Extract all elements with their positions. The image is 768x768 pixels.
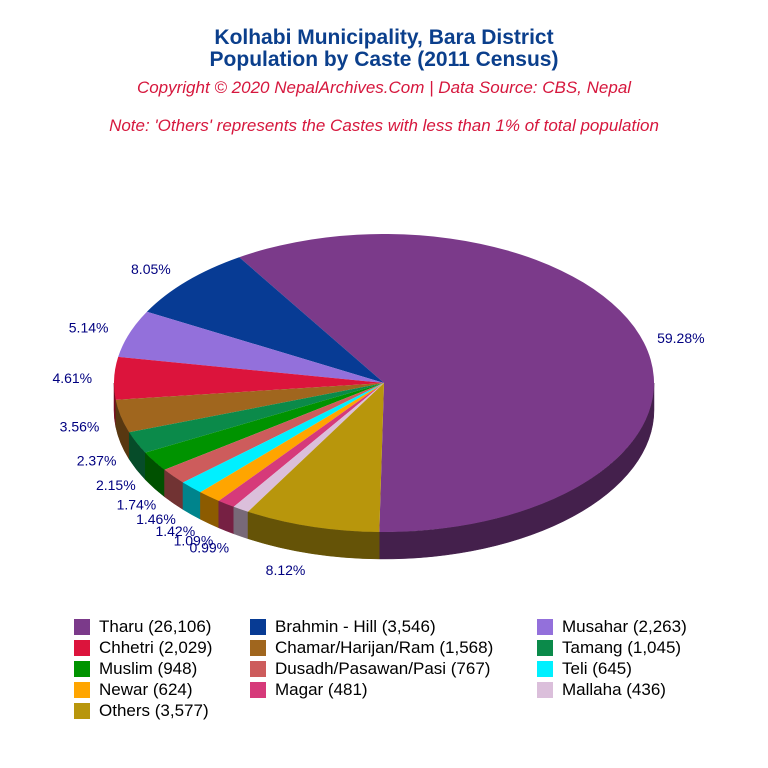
data-label: 8.12% [266, 562, 306, 578]
legend-swatch [250, 661, 266, 677]
legend-label: Tharu (26,106) [99, 617, 212, 636]
data-label: 8.05% [131, 261, 171, 277]
legend-item: Teli (645) [537, 659, 754, 679]
pie-slice-teli [182, 383, 384, 493]
legend-label: Brahmin - Hill (3,546) [275, 617, 436, 636]
data-label: 4.61% [52, 370, 92, 386]
pie-slice-magar [218, 383, 384, 507]
legend: Tharu (26,106) Brahmin - Hill (3,546) Mu… [74, 617, 754, 721]
pie-chart: 59.28% 8.05% 5.14% 4.61% 3.56% 2.37% 2.15% 1.74… [52, 233, 705, 578]
pie-slice-chamar-harijan-ram [115, 383, 384, 433]
legend-label: Chhetri (2,029) [99, 638, 213, 657]
legend-swatch [250, 640, 266, 656]
legend-label: Dusadh/Pasawan/Pasi (767) [275, 659, 491, 678]
pie-slice-mallaha [233, 383, 384, 512]
legend-item: Brahmin - Hill (3,546) [250, 617, 537, 637]
legend-swatch [74, 640, 90, 656]
pie-slice-tharu [239, 233, 654, 532]
legend-swatch [537, 619, 553, 635]
pie-slice-tamang [129, 383, 384, 453]
data-label: 5.14% [69, 320, 109, 336]
legend-item: Mallaha (436) [537, 680, 754, 700]
pie-side-mallaha [233, 506, 249, 540]
legend-swatch [537, 661, 553, 677]
data-label: 1.09% [174, 532, 214, 548]
legend-swatch [537, 640, 553, 656]
pie-slice-chhetri [113, 356, 384, 400]
copyright-note: Copyright © 2020 NepalArchives.Com | Dat… [136, 78, 632, 97]
pie-slice-brahmin-hill [146, 257, 384, 383]
data-label: 2.37% [77, 453, 117, 469]
legend-item: Dusadh/Pasawan/Pasi (767) [250, 659, 537, 679]
legend-item: Others (3,577) [74, 701, 250, 721]
chart-title-line2: Population by Caste (2011 Census) [209, 48, 559, 71]
data-label: 0.99% [189, 539, 229, 555]
legend-item: Chhetri (2,029) [74, 638, 250, 658]
legend-label: Newar (624) [99, 680, 193, 699]
legend-item: Musahar (2,263) [537, 617, 754, 637]
legend-item: Tharu (26,106) [74, 617, 250, 637]
legend-swatch [74, 682, 90, 698]
legend-label: Chamar/Harijan/Ram (1,568) [275, 638, 494, 657]
legend-item: Magar (481) [250, 680, 537, 700]
legend-swatch [74, 703, 90, 719]
pie-slice-dusadh-pasawan-pasi [164, 383, 384, 483]
legend-label: Mallaha (436) [562, 680, 666, 699]
legend-item: Newar (624) [74, 680, 250, 700]
legend-item: Muslim (948) [74, 659, 250, 679]
legend-label: Teli (645) [562, 659, 632, 678]
data-label: 3.56% [60, 418, 100, 434]
data-label: 1.74% [117, 496, 157, 512]
pie-slice-muslim [145, 383, 384, 470]
pie-slice-others [248, 383, 384, 532]
others-note: Note: 'Others' represents the Castes wit… [109, 116, 659, 135]
data-label: 1.42% [155, 523, 195, 539]
legend-swatch [74, 619, 90, 635]
legend-swatch [250, 619, 266, 635]
data-label: 2.15% [96, 477, 136, 493]
legend-item: Tamang (1,045) [537, 638, 754, 658]
pie-slice-musahar [118, 311, 385, 383]
legend-label: Muslim (948) [99, 659, 198, 678]
data-label: 1.46% [136, 511, 176, 527]
chart-title-line1: Kolhabi Municipality, Bara District [214, 26, 554, 49]
legend-label: Tamang (1,045) [562, 638, 682, 657]
legend-swatch [250, 682, 266, 698]
data-label: 59.28% [657, 330, 704, 346]
pie-slice-newar [200, 383, 384, 501]
legend-label: Musahar (2,263) [562, 617, 687, 636]
legend-swatch [74, 661, 90, 677]
legend-label: Others (3,577) [99, 701, 209, 720]
legend-label: Magar (481) [275, 680, 368, 699]
legend-item: Chamar/Harijan/Ram (1,568) [250, 638, 537, 658]
legend-swatch [537, 682, 553, 698]
